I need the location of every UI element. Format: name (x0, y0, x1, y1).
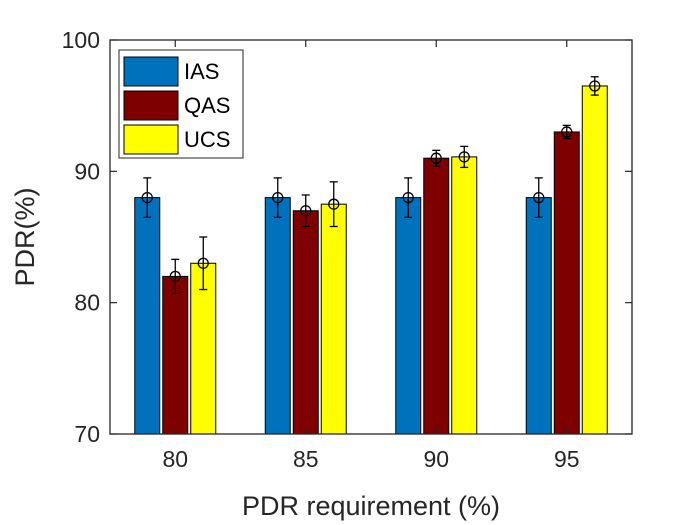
data-point-ucs-80 (197, 257, 209, 269)
data-point-ucs-90 (458, 151, 470, 163)
bar-qas-95 (553, 131, 580, 435)
x-tick-label: 90 (423, 446, 449, 472)
y-tick-label: 70 (74, 421, 100, 447)
legend-label-ias: IAS (184, 59, 219, 84)
bar-qas-80 (162, 275, 189, 435)
bar-ucs-90 (451, 156, 478, 435)
bar-ucs-95 (581, 85, 608, 435)
data-point-ucs-95 (589, 80, 601, 92)
x-tick-label: 80 (162, 446, 188, 472)
legend-swatch-ucs (123, 124, 179, 155)
plot-frame (109, 39, 633, 435)
data-point-ucs-85 (328, 198, 340, 210)
y-tick-label: 100 (62, 27, 100, 53)
legend-swatch-qas (123, 90, 179, 121)
data-point-ias-85 (272, 191, 284, 204)
data-point-qas-95 (561, 126, 573, 138)
x-tick-label: 85 (293, 446, 319, 472)
bar-ucs-85 (320, 203, 347, 435)
data-point-qas-80 (169, 270, 181, 283)
bar-ias-90 (395, 197, 422, 435)
error-bars-layer (141, 76, 601, 295)
data-point-ias-80 (141, 191, 153, 204)
x-tick-label: 95 (554, 446, 580, 472)
legend-label-qas: QAS (184, 93, 230, 118)
y-tick-label: 80 (74, 290, 100, 316)
bars-layer (134, 85, 608, 435)
x-axis: 80 85 90 95 (162, 40, 580, 472)
y-axis: 70 80 90 100 (62, 27, 632, 447)
data-point-ias-95 (533, 191, 545, 204)
bar-ias-95 (525, 197, 552, 435)
legend-label-ucs: UCS (184, 127, 230, 152)
bar-qas-85 (292, 210, 319, 435)
y-axis-title: PDR(%) (10, 188, 40, 287)
legend: IAS QAS UCS (118, 49, 244, 159)
data-point-ias-90 (402, 191, 414, 204)
bar-qas-90 (423, 157, 450, 435)
data-point-qas-85 (300, 205, 312, 217)
bar-ias-85 (264, 197, 291, 435)
y-tick-label: 90 (74, 158, 100, 184)
legend-swatch-ias (123, 56, 179, 87)
data-point-qas-90 (430, 152, 442, 164)
x-axis-title: PDR requirement (%) (242, 491, 500, 521)
bar-ias-80 (134, 197, 161, 435)
bar-ucs-80 (190, 262, 217, 435)
